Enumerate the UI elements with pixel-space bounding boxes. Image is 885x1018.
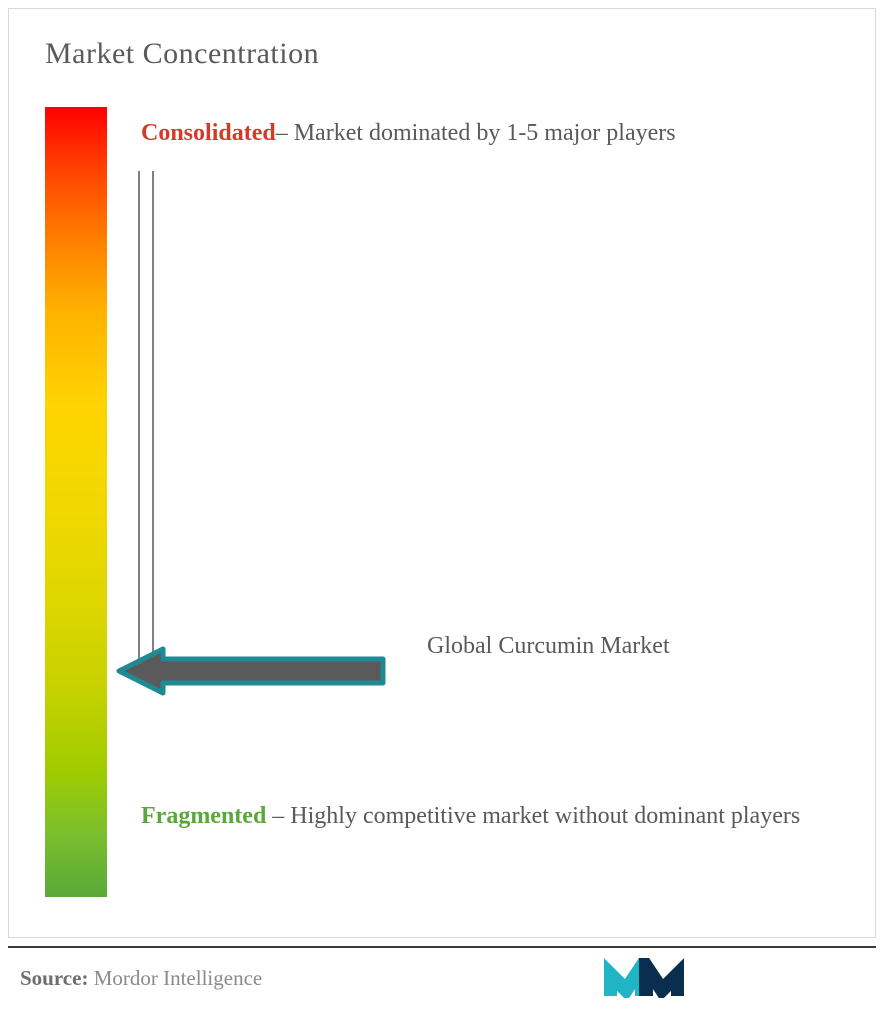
logo-icon xyxy=(604,958,684,998)
bracket-icon xyxy=(131,171,181,671)
arrow-icon xyxy=(115,643,415,713)
source-label: Source: xyxy=(20,966,88,990)
title: Market Concentration xyxy=(45,37,839,71)
footer: Source: Mordor Intelligence xyxy=(8,946,876,998)
consolidated-label: Consolidated– Market dominated by 1-5 ma… xyxy=(141,107,839,160)
infographic-card: Market Concentration Consolidated– Marke… xyxy=(8,8,876,938)
source-line: Source: Mordor Intelligence xyxy=(20,966,262,991)
consolidated-keyword: Consolidated xyxy=(141,120,276,146)
content-row: Consolidated– Market dominated by 1-5 ma… xyxy=(45,107,839,897)
logo-svg xyxy=(604,958,684,998)
market-name-label: Global Curcumin Market xyxy=(427,627,687,665)
source-text: Mordor Intelligence xyxy=(88,966,262,990)
fragmented-text: – Highly competitive market without domi… xyxy=(266,803,800,829)
concentration-gradient-bar xyxy=(45,107,107,897)
consolidated-text: – Market dominated by 1-5 major players xyxy=(276,120,676,146)
fragmented-keyword: Fragmented xyxy=(141,803,266,829)
right-column: Consolidated– Market dominated by 1-5 ma… xyxy=(107,107,839,897)
fragmented-label: Fragmented – Highly competitive market w… xyxy=(141,790,821,843)
